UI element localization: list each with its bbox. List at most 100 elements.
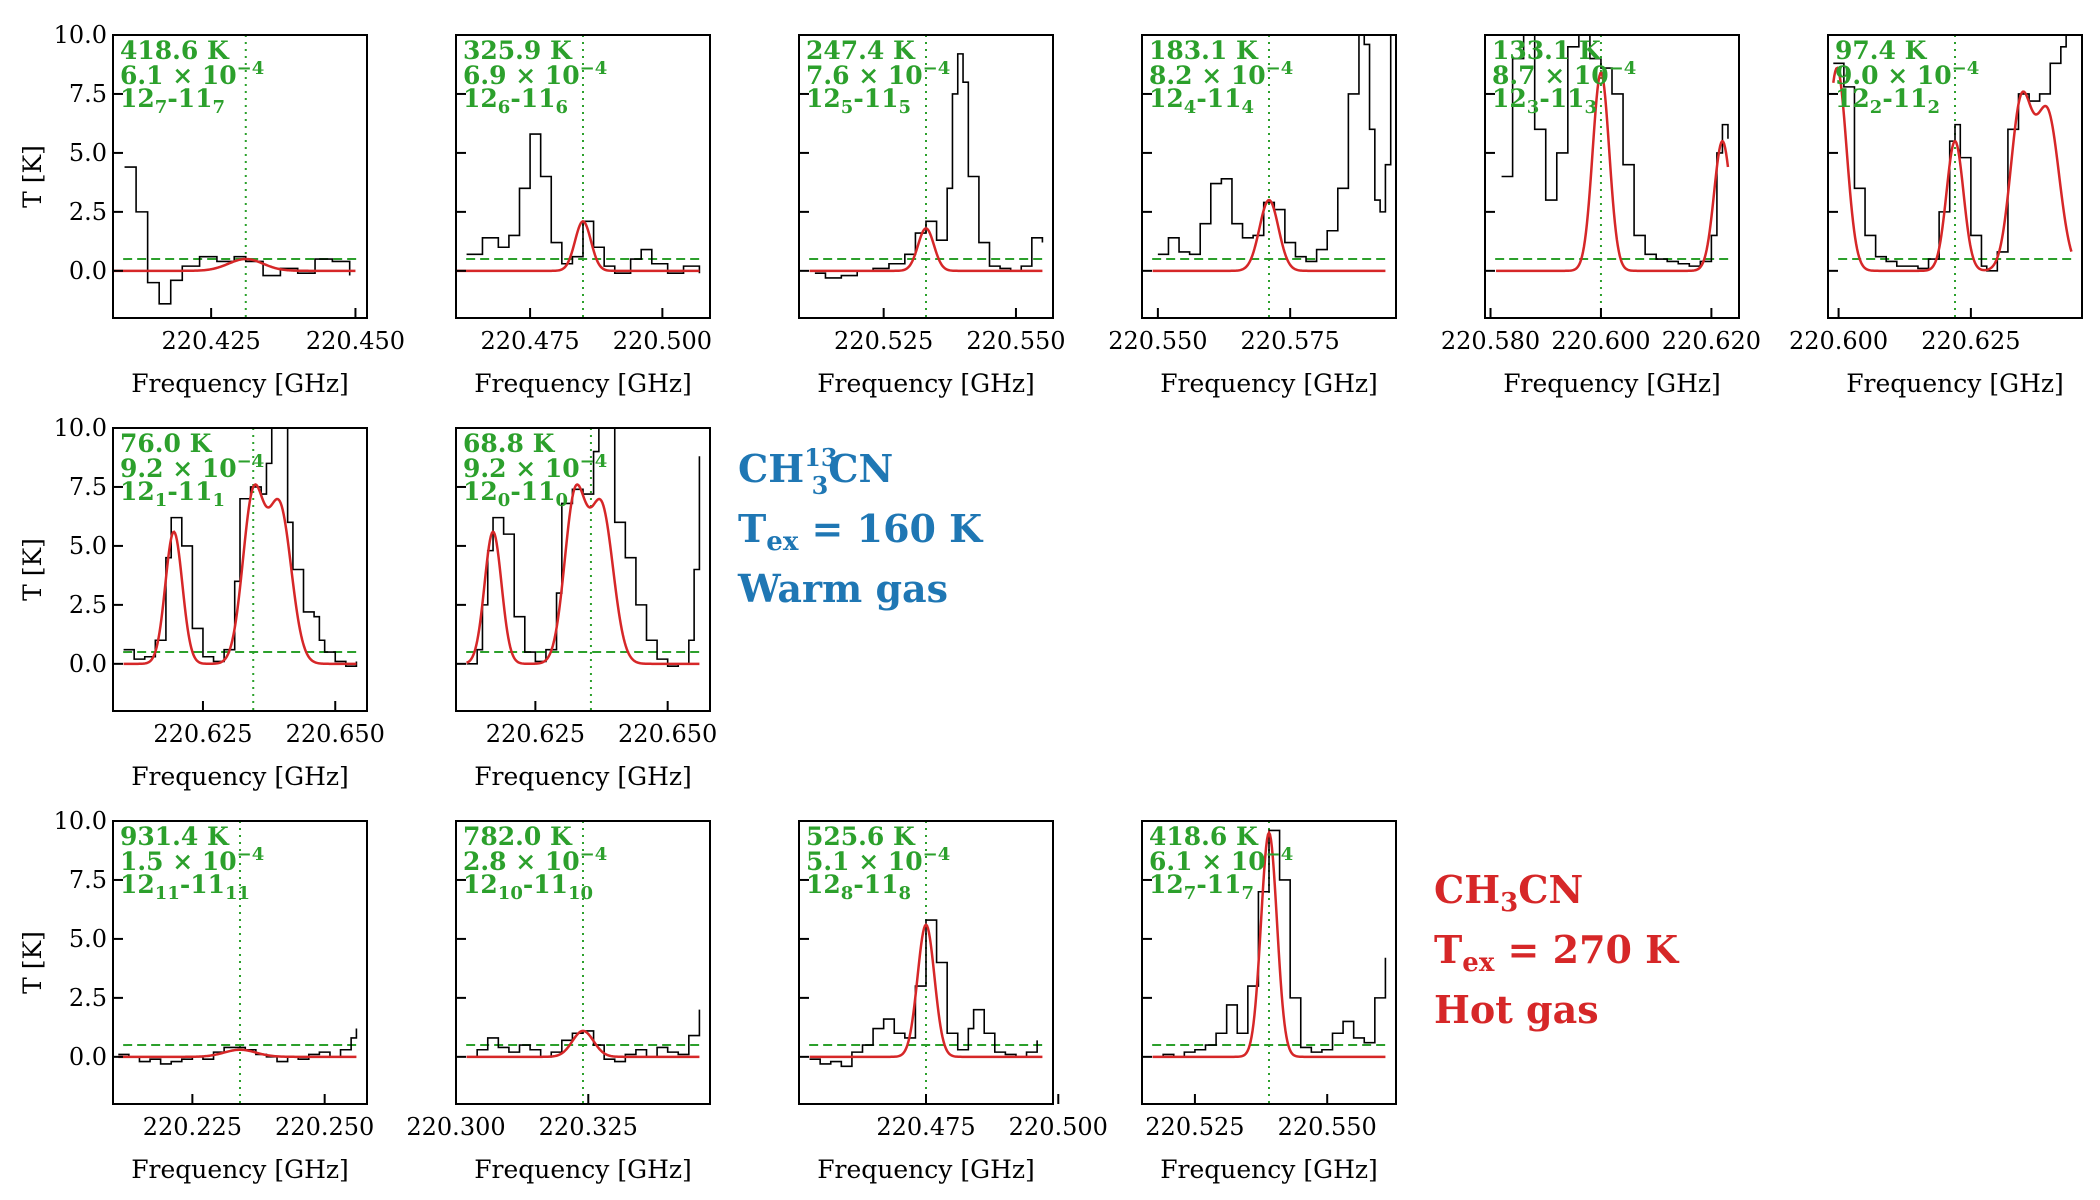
y-tick-label: 10.0 xyxy=(54,807,107,835)
plot-area xyxy=(1152,821,1387,1104)
x-axis-label: Frequency [GHz] xyxy=(817,369,1035,398)
x-tick-label: 220.600 xyxy=(1789,327,1888,355)
x-axis-label: Frequency [GHz] xyxy=(131,369,349,398)
x-tick-label: 220.580 xyxy=(1441,327,1540,355)
upper-level-energy: 68.8 K xyxy=(463,429,556,458)
x-tick-label: 220.620 xyxy=(1662,327,1761,355)
y-tick-label: 5.0 xyxy=(69,532,107,560)
x-tick-label: 220.450 xyxy=(306,327,405,355)
upper-level-energy: 931.4 K xyxy=(120,822,230,851)
transition-label: 121-111 xyxy=(120,477,225,511)
axes-frame xyxy=(1141,820,1397,1105)
y-axis-label: T [K] xyxy=(18,538,47,601)
einstein-coefficient: 5.1 × 10−4 xyxy=(806,844,950,876)
plot-area xyxy=(466,821,701,1104)
axes-frame xyxy=(455,34,711,319)
observed-spectrum xyxy=(124,166,351,305)
observed-spectrum xyxy=(809,919,1038,1068)
plot-area xyxy=(1152,35,1392,318)
x-axis-label: Frequency [GHz] xyxy=(131,1155,349,1184)
model-fit-curve xyxy=(809,923,1043,1059)
x-tick-label: 220.625 xyxy=(1921,327,2020,355)
y-axis-label: T [K] xyxy=(18,145,47,208)
x-axis-label: Frequency [GHz] xyxy=(474,369,692,398)
plot-area xyxy=(1832,35,2073,318)
axes-frame xyxy=(1141,34,1397,319)
x-tick-label: 220.625 xyxy=(486,720,585,748)
plot-area xyxy=(1495,35,1730,318)
y-tick-label: 0.0 xyxy=(69,1043,107,1071)
y-tick-label: 7.5 xyxy=(69,80,107,108)
y-tick-label: 10.0 xyxy=(54,21,107,49)
x-tick-label: 220.525 xyxy=(834,327,933,355)
x-tick-label: 220.300 xyxy=(406,1113,505,1141)
spectrum-panel-12: 220.525 220.550 Frequency [GHz] 418.6 K6.1 … xyxy=(1141,820,1397,1184)
x-tick-label: 220.225 xyxy=(143,1113,242,1141)
y-tick-label: 7.5 xyxy=(69,866,107,894)
x-axis-label: Frequency [GHz] xyxy=(131,762,349,791)
warm-gas-annotation: CH13 3CN Tex = 160 K Warm gas xyxy=(737,443,984,611)
plot-area xyxy=(809,35,1044,318)
x-tick-label: 220.550 xyxy=(1278,1113,1377,1141)
x-tick-label: 220.425 xyxy=(162,327,261,355)
y-tick-label: 2.5 xyxy=(69,198,107,226)
einstein-coefficient: 2.8 × 10−4 xyxy=(463,844,607,876)
spectrum-panel-4: 220.550 220.575 Frequency [GHz] 183.1 K8.2 … xyxy=(1108,34,1397,398)
einstein-coefficient: 6.1 × 10−4 xyxy=(120,58,264,90)
plot-area xyxy=(118,821,358,1104)
einstein-coefficient: 9.0 × 10−4 xyxy=(1835,58,1979,90)
model-fit-curve xyxy=(1832,66,2073,273)
observed-spectrum xyxy=(1157,35,1392,263)
plot-area xyxy=(123,428,358,711)
observed-spectrum xyxy=(1833,35,2067,272)
spectrum-panel-10: 220.300 220.325 Frequency [GHz] 782.0 K2.8 … xyxy=(406,820,711,1184)
x-axis-label: Frequency [GHz] xyxy=(1503,369,1721,398)
observed-spectrum xyxy=(1501,35,1729,267)
model-fit-curve xyxy=(118,1048,357,1059)
y-tick-label: 10.0 xyxy=(54,414,107,442)
upper-level-energy: 418.6 K xyxy=(1149,822,1259,851)
spectrum-panel-3: 220.525 220.550 Frequency [GHz] 247.4 K7.6 … xyxy=(798,34,1066,398)
x-tick-label: 220.650 xyxy=(286,720,385,748)
axes-frame xyxy=(112,427,368,712)
axes-frame xyxy=(798,34,1054,319)
x-axis-label: Frequency [GHz] xyxy=(1846,369,2064,398)
x-tick-label: 220.550 xyxy=(966,327,1065,355)
transition-label: 1211-1111 xyxy=(120,870,250,904)
plot-area xyxy=(466,428,701,711)
transition-label: 127-117 xyxy=(1149,870,1254,904)
spectrum-panel-8: 220.625 220.650 Frequency [GHz] 68.8 K9.2 ×… xyxy=(455,427,717,791)
x-axis-label: Frequency [GHz] xyxy=(474,1155,692,1184)
axes-frame xyxy=(455,427,711,712)
einstein-coefficient: 9.2 × 10−4 xyxy=(120,451,264,483)
upper-level-energy: 76.0 K xyxy=(120,429,213,458)
warm-species-label: CH13 3CN xyxy=(738,443,893,500)
spectrum-panel-9: 0.0 2.5 5.0 7.5 10.0 220.225 220.250 Frequency … xyxy=(18,807,374,1184)
upper-level-energy: 782.0 K xyxy=(463,822,573,851)
axes-frame xyxy=(1484,34,1740,319)
upper-level-energy: 97.4 K xyxy=(1835,36,1928,65)
transition-label: 1210-1110 xyxy=(463,870,593,904)
upper-level-energy: 133.1 K xyxy=(1492,36,1602,65)
axes-frame xyxy=(1827,34,2083,319)
transition-label: 120-110 xyxy=(463,477,568,511)
x-axis-label: Frequency [GHz] xyxy=(474,762,692,791)
x-axis-label: Frequency [GHz] xyxy=(817,1155,1035,1184)
spectrum-panel-5: 220.580 220.600 220.620 Frequency [GHz] 133.… xyxy=(1441,34,1761,398)
transition-label: 123-113 xyxy=(1492,84,1597,118)
x-tick-label: 220.500 xyxy=(613,327,712,355)
y-tick-label: 5.0 xyxy=(69,139,107,167)
hot-gas-annotation: CH3CN Tex = 270 K Hot gas xyxy=(1434,867,1680,1032)
plot-area xyxy=(113,35,357,318)
x-tick-label: 220.500 xyxy=(1009,1113,1108,1141)
einstein-coefficient: 6.1 × 10−4 xyxy=(1149,844,1293,876)
x-tick-label: 220.250 xyxy=(275,1113,374,1141)
einstein-coefficient: 9.2 × 10−4 xyxy=(463,451,607,483)
warm-gas-label: Warm gas xyxy=(737,566,948,611)
transition-label: 122-112 xyxy=(1835,84,1940,118)
x-tick-label: 220.550 xyxy=(1108,327,1207,355)
transition-label: 124-114 xyxy=(1149,84,1254,118)
model-fit-curve xyxy=(1496,71,1730,273)
x-tick-label: 220.475 xyxy=(480,327,579,355)
x-tick-label: 220.475 xyxy=(876,1113,975,1141)
